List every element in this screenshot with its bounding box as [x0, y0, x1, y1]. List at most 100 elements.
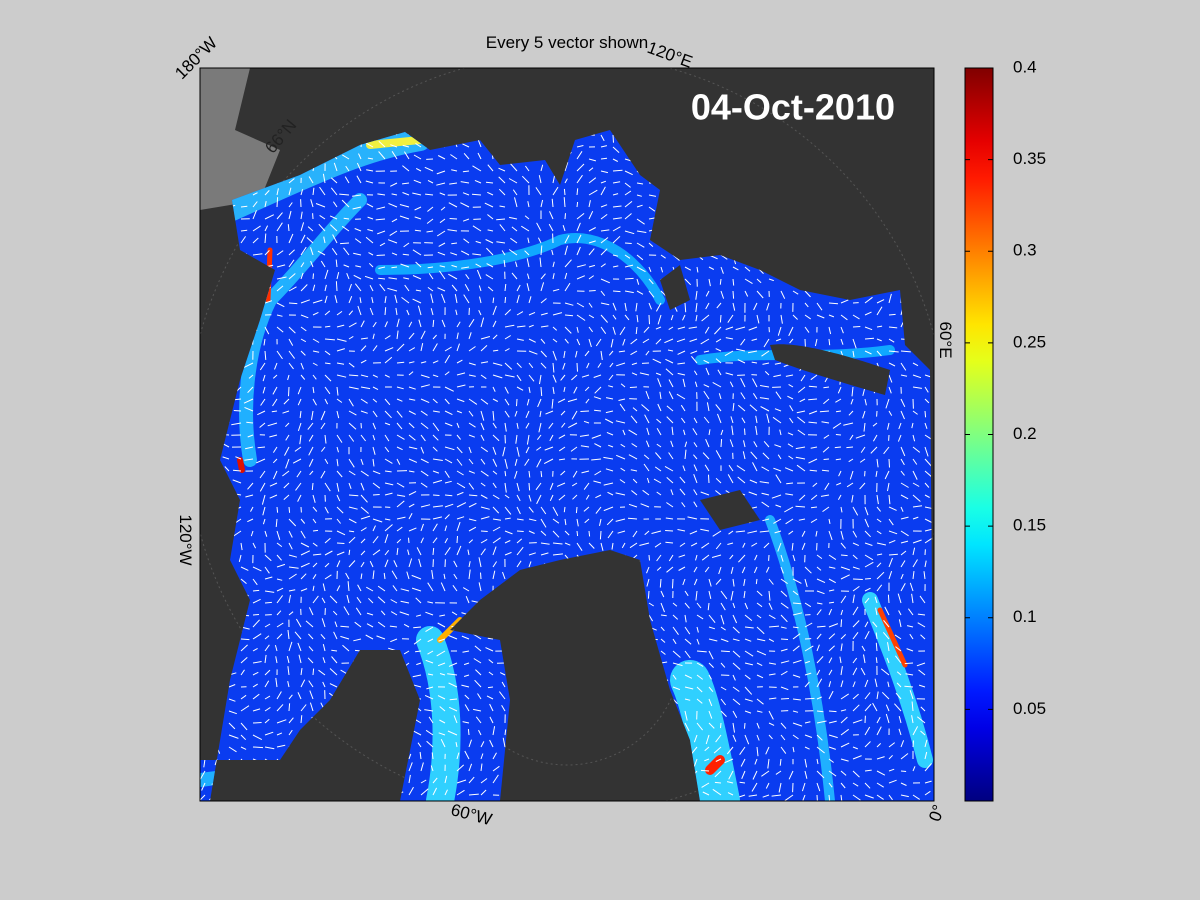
vector	[456, 434, 461, 440]
vector	[800, 374, 806, 382]
vector	[288, 187, 292, 196]
vector	[247, 386, 254, 394]
vector	[725, 337, 734, 340]
vector	[840, 716, 848, 724]
vector	[648, 554, 650, 561]
vector	[872, 621, 878, 628]
vector	[792, 612, 803, 616]
vector	[348, 560, 356, 568]
vector	[310, 247, 314, 256]
vector	[464, 694, 470, 700]
vector	[416, 662, 422, 666]
vector	[912, 434, 916, 442]
vector	[413, 638, 422, 645]
vector	[516, 386, 524, 391]
vector	[864, 741, 871, 748]
vector	[288, 729, 293, 736]
vector	[432, 516, 443, 520]
vector	[276, 587, 284, 592]
vector	[780, 566, 784, 574]
vector	[408, 513, 413, 520]
vector	[343, 247, 350, 256]
vector	[900, 322, 904, 328]
vector	[407, 549, 410, 556]
vector	[666, 566, 674, 573]
vector	[622, 429, 626, 436]
vector	[283, 398, 290, 405]
vector	[282, 470, 290, 477]
vector	[678, 554, 686, 558]
vector	[551, 398, 554, 409]
vector	[588, 314, 595, 319]
vector	[353, 638, 362, 642]
vector	[516, 311, 524, 316]
vector	[486, 695, 494, 700]
vector	[404, 284, 410, 292]
vector	[485, 274, 494, 280]
vector	[499, 205, 506, 208]
vector	[527, 201, 530, 208]
vector	[474, 645, 482, 652]
vector	[924, 458, 932, 467]
vector	[492, 362, 503, 366]
vector	[336, 362, 345, 365]
vector	[859, 458, 866, 463]
vector	[252, 661, 262, 664]
vector	[552, 362, 555, 373]
vector	[348, 458, 355, 468]
vector	[680, 404, 686, 412]
vector	[744, 674, 751, 680]
vector	[396, 361, 405, 364]
vector	[797, 416, 806, 424]
vector	[876, 299, 885, 304]
vector	[720, 602, 726, 611]
vector	[548, 422, 554, 429]
vector	[563, 197, 566, 208]
vector	[576, 275, 585, 280]
vector	[516, 325, 526, 328]
vector	[463, 152, 470, 160]
vector	[749, 404, 758, 412]
vector	[792, 633, 801, 640]
vector	[684, 626, 691, 635]
vector	[624, 190, 632, 196]
vector	[345, 165, 350, 172]
vector	[426, 740, 434, 748]
vector	[744, 662, 754, 666]
vector	[821, 421, 830, 424]
vector	[252, 708, 261, 712]
vector	[504, 540, 511, 544]
vector	[755, 425, 758, 436]
colorbar-tick-label: 0.35	[1013, 149, 1046, 168]
vector	[912, 547, 916, 556]
vector	[576, 302, 585, 308]
vector	[384, 374, 390, 378]
vector	[804, 645, 814, 652]
vector	[618, 398, 626, 401]
vector	[619, 403, 626, 412]
vector	[420, 470, 429, 477]
vector	[883, 446, 890, 455]
vector	[312, 574, 317, 580]
colorbar-tick-label: 0.2	[1013, 424, 1037, 443]
vector	[619, 479, 626, 484]
vector	[840, 299, 849, 304]
vector	[588, 290, 596, 292]
vector	[203, 758, 206, 768]
vector	[684, 698, 691, 701]
vector	[693, 417, 698, 424]
vector	[755, 415, 758, 424]
vector	[600, 314, 608, 323]
vector	[401, 296, 410, 304]
vector	[369, 307, 374, 316]
vector	[588, 248, 595, 256]
vector	[473, 708, 482, 712]
vector	[324, 562, 330, 568]
vector	[696, 686, 703, 693]
vector	[912, 766, 916, 772]
vector	[412, 249, 422, 256]
vector	[804, 290, 811, 298]
vector	[840, 794, 843, 801]
vector	[528, 386, 531, 393]
vector	[607, 491, 614, 496]
